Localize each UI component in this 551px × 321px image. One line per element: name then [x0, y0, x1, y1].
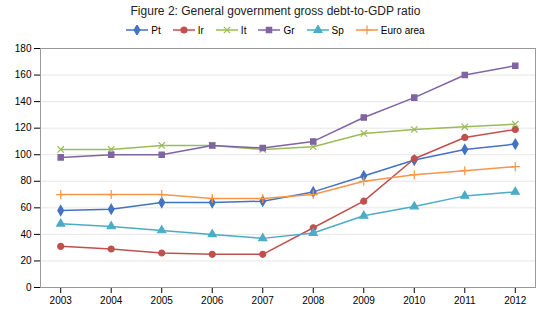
svg-text:2007: 2007 [252, 295, 275, 306]
svg-text:20: 20 [20, 255, 32, 266]
svg-text:120: 120 [15, 122, 32, 133]
svg-text:160: 160 [15, 69, 32, 80]
html-text:It: It [240, 24, 247, 36]
svg-text:0: 0 [26, 282, 32, 293]
svg-text:180: 180 [15, 43, 32, 54]
svg-text:2004: 2004 [100, 295, 123, 306]
svg-text:60: 60 [20, 202, 32, 213]
svg-text:80: 80 [20, 175, 32, 186]
svg-text:2012: 2012 [504, 295, 527, 306]
html-text:Sp: Sp [331, 24, 344, 36]
svg-text:40: 40 [20, 229, 32, 240]
svg-text:2011: 2011 [454, 295, 476, 306]
svg-text:140: 140 [15, 96, 32, 107]
svg-text:2009: 2009 [353, 295, 376, 306]
svg-text:2010: 2010 [403, 295, 426, 306]
svg-text:2003: 2003 [50, 295, 73, 306]
html-text:Gr: Gr [283, 24, 295, 36]
html-text:Ir: Ir [197, 24, 204, 36]
svg-text:100: 100 [15, 149, 32, 160]
html-text:Pt: Pt [151, 24, 161, 36]
svg-text:2005: 2005 [151, 295, 174, 306]
svg-text:2006: 2006 [201, 295, 224, 306]
html-text:Euro area: Euro area [380, 24, 425, 36]
html-text:Figure 2: General government g: Figure 2: General government gross debt-… [130, 4, 421, 18]
svg-text:2008: 2008 [302, 295, 325, 306]
